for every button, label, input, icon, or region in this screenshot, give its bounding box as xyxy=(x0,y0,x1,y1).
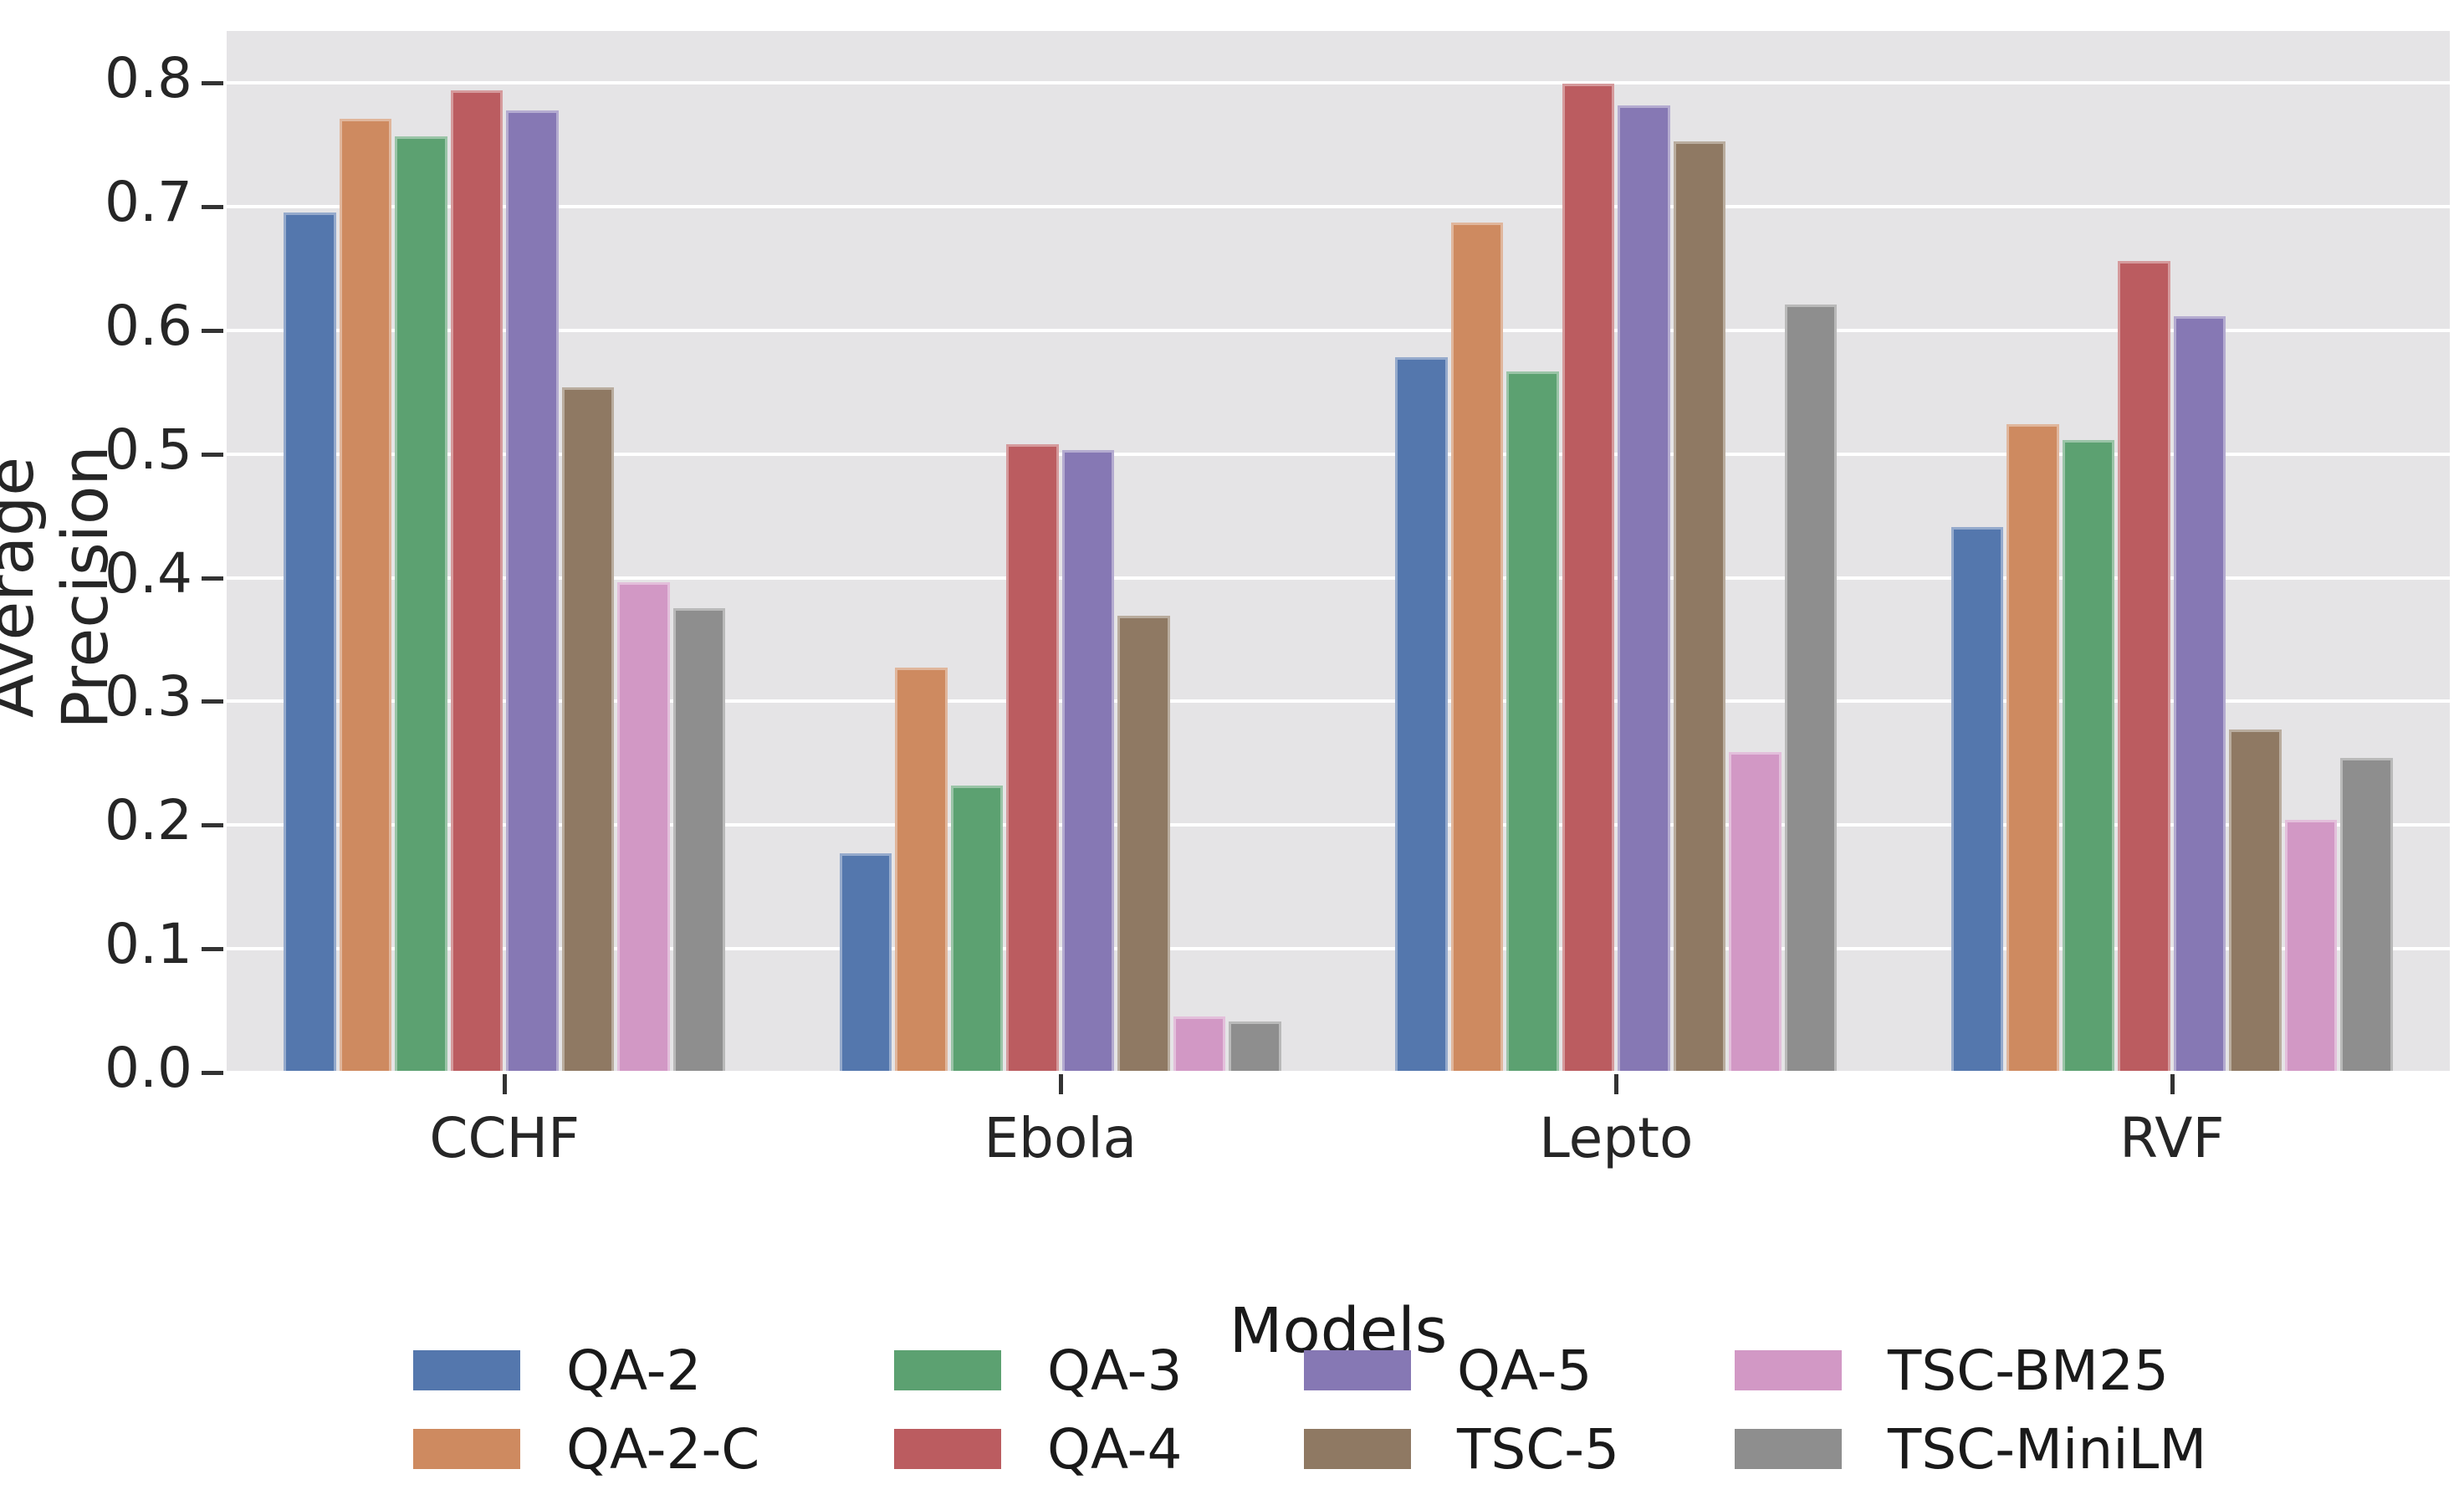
bar-qa-2-cchf xyxy=(284,212,336,1073)
y-gridline xyxy=(227,947,2450,951)
bar-qa-2-lepto xyxy=(1395,357,1448,1073)
legend-label: TSC-BM25 xyxy=(1888,1339,2169,1403)
y-tick-mark xyxy=(202,699,223,704)
y-gridline xyxy=(227,823,2450,827)
y-tick-mark xyxy=(202,452,223,457)
legend-label: QA-5 xyxy=(1457,1339,1592,1403)
legend-swatch-tsc-5 xyxy=(1304,1429,1411,1469)
y-tick-mark xyxy=(202,947,223,952)
bar-qa-4-ebola xyxy=(1006,444,1059,1073)
y-gridline xyxy=(227,81,2450,84)
bar-qa-5-rvf xyxy=(2173,316,2226,1073)
legend-label: QA-2 xyxy=(566,1339,702,1403)
x-tick-label: Ebola xyxy=(984,1106,1137,1170)
bar-tsc-5-cchf xyxy=(561,387,615,1073)
y-tick-mark xyxy=(202,328,223,333)
bar-qa-4-rvf xyxy=(2118,261,2170,1073)
y-tick-label: 0.2 xyxy=(105,788,192,853)
y-tick-mark xyxy=(202,1071,223,1075)
y-tick-label: 0.0 xyxy=(105,1036,192,1100)
x-tick-mark xyxy=(1058,1074,1063,1094)
x-axis-baseline xyxy=(227,1071,2450,1074)
y-gridline xyxy=(227,576,2450,580)
y-tick-label: 0.7 xyxy=(105,169,192,234)
y-tick-label: 0.6 xyxy=(105,293,192,358)
y-tick-mark xyxy=(202,204,223,209)
legend-label: TSC-5 xyxy=(1457,1417,1620,1482)
bar-tsc-bm25-cchf xyxy=(617,582,670,1073)
x-tick-label: Lepto xyxy=(1539,1106,1694,1170)
bar-qa-3-lepto xyxy=(1506,371,1559,1073)
bar-qa-3-rvf xyxy=(2062,440,2115,1073)
bar-tsc-bm25-ebola xyxy=(1173,1016,1226,1073)
y-tick-label: 0.4 xyxy=(105,540,192,606)
bar-qa-2-rvf xyxy=(1950,527,2004,1073)
legend-swatch-qa-3 xyxy=(894,1350,1001,1390)
legend-label: QA-4 xyxy=(1047,1417,1183,1482)
legend-swatch-qa-2-c xyxy=(413,1429,520,1469)
legend-label: QA-2-C xyxy=(566,1417,760,1482)
x-tick-mark xyxy=(1614,1074,1619,1094)
legend-swatch-tsc-bm25 xyxy=(1735,1350,1842,1390)
x-tick-mark xyxy=(503,1074,508,1094)
legend-label: TSC-MiniLM xyxy=(1888,1417,2207,1482)
y-tick-label: 0.8 xyxy=(105,46,192,110)
plot-area xyxy=(227,31,2450,1074)
y-tick-label: 0.5 xyxy=(105,417,192,482)
y-tick-mark xyxy=(202,576,223,581)
x-tick-mark xyxy=(2170,1074,2175,1094)
legend-swatch-qa-2 xyxy=(413,1350,520,1390)
legend-label: QA-3 xyxy=(1047,1339,1183,1403)
y-gridline xyxy=(227,699,2450,704)
bar-qa-3-cchf xyxy=(395,136,447,1073)
y-tick-mark xyxy=(202,823,223,828)
bar-tsc-minilm-ebola xyxy=(1229,1021,1281,1073)
bar-qa-4-cchf xyxy=(450,90,504,1073)
bar-qa-2-c-rvf xyxy=(2006,424,2059,1073)
bar-qa-2-c-lepto xyxy=(1450,223,1504,1073)
legend-swatch-qa-5 xyxy=(1304,1350,1411,1390)
x-tick-label: CCHF xyxy=(429,1106,580,1170)
bar-qa-3-ebola xyxy=(950,786,1004,1073)
bar-tsc-5-lepto xyxy=(1673,141,1726,1073)
legend-swatch-qa-4 xyxy=(894,1429,1001,1469)
y-gridline xyxy=(227,204,2450,208)
bar-qa-5-cchf xyxy=(506,110,559,1073)
bar-qa-2-ebola xyxy=(839,853,892,1073)
bar-tsc-5-ebola xyxy=(1117,616,1170,1073)
bar-tsc-minilm-lepto xyxy=(1784,305,1838,1073)
bar-tsc-bm25-rvf xyxy=(2284,820,2338,1073)
bar-qa-5-lepto xyxy=(1618,105,1670,1073)
bar-qa-2-c-cchf xyxy=(339,119,392,1073)
bar-qa-2-c-ebola xyxy=(895,668,948,1073)
legend-swatch-tsc-minilm xyxy=(1735,1429,1842,1469)
bar-qa-4-lepto xyxy=(1562,84,1615,1073)
y-gridline xyxy=(227,328,2450,332)
y-tick-label: 0.1 xyxy=(105,912,192,977)
x-tick-label: RVF xyxy=(2119,1106,2225,1170)
bar-tsc-5-rvf xyxy=(2229,730,2282,1073)
bar-tsc-bm25-lepto xyxy=(1729,752,1782,1073)
y-tick-mark xyxy=(202,81,223,85)
bar-qa-5-ebola xyxy=(1061,450,1115,1073)
y-tick-label: 0.3 xyxy=(105,664,192,730)
bar-tsc-minilm-rvf xyxy=(2340,758,2393,1073)
bar-tsc-minilm-cchf xyxy=(672,608,726,1073)
y-gridline xyxy=(227,452,2450,456)
